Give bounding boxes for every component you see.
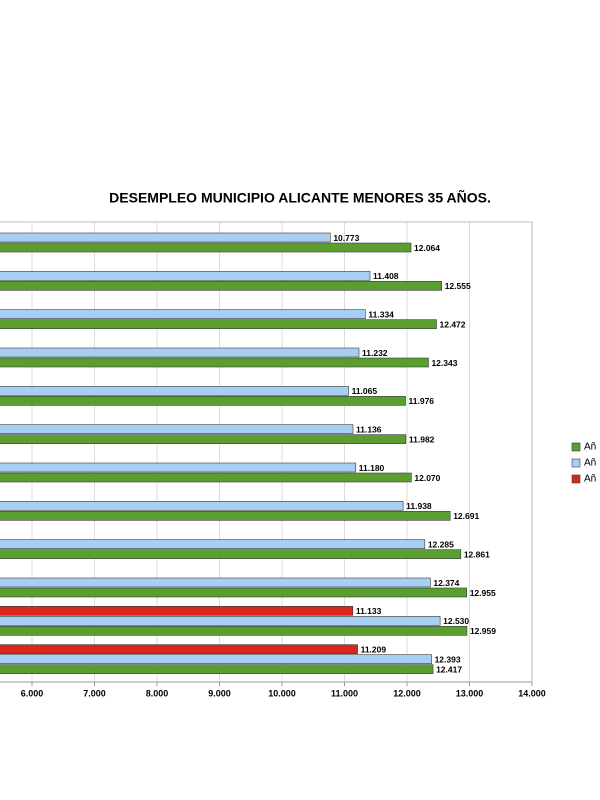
- legend-swatch: [571, 474, 581, 484]
- legend-swatch: [571, 458, 581, 468]
- x-tick-label: 8.000: [146, 688, 169, 698]
- bar: [0, 242, 412, 253]
- bar: [0, 319, 437, 329]
- bar: [0, 501, 404, 511]
- bar: [0, 462, 357, 473]
- data-label: 12.064: [414, 243, 440, 253]
- data-label: 11.334: [368, 309, 394, 319]
- bar: [0, 654, 432, 664]
- chart-title: DESEMPLEO MUNICIPIO ALICANTE MENORES 35 …: [109, 189, 491, 206]
- legend-swatch: [571, 442, 581, 452]
- legend-label: Añ: [584, 442, 596, 453]
- bar: [0, 606, 354, 616]
- bar: [0, 587, 467, 598]
- bar: [0, 539, 426, 549]
- bar: [0, 347, 360, 358]
- data-label: 12.555: [445, 281, 471, 291]
- bar: [0, 626, 468, 636]
- bar: [0, 434, 407, 444]
- bar: [0, 472, 412, 483]
- x-tick-label: 11.000: [331, 688, 358, 698]
- bar: [0, 644, 358, 654]
- bar: [0, 511, 451, 521]
- bar: [0, 424, 354, 434]
- data-label: 12.691: [453, 511, 479, 521]
- bar: [0, 232, 331, 243]
- bar: [0, 549, 462, 559]
- x-tick-label: 13.000: [456, 688, 484, 698]
- data-label: 12.374: [433, 578, 459, 588]
- data-label: 12.955: [470, 588, 496, 598]
- data-label: 11.065: [352, 386, 378, 396]
- x-tick-label: 10.000: [268, 688, 296, 698]
- legend-label: Añ: [584, 458, 596, 469]
- data-label: 12.343: [431, 358, 457, 368]
- data-label: 11.982: [409, 434, 435, 444]
- data-label: 12.861: [464, 549, 490, 559]
- data-label: 12.393: [435, 654, 461, 664]
- bar: [0, 577, 431, 588]
- data-label: 11.408: [373, 271, 399, 281]
- bar: [0, 309, 366, 319]
- data-label: 10.773: [333, 233, 359, 243]
- data-label: 11.180: [359, 463, 385, 473]
- data-label: 11.938: [406, 501, 432, 511]
- data-label: 12.070: [414, 473, 440, 483]
- data-label: 12.285: [428, 539, 454, 549]
- data-label: 12.472: [440, 319, 466, 329]
- bar: [0, 616, 441, 626]
- bar: [0, 386, 349, 396]
- x-tick-label: 14.000: [518, 688, 546, 698]
- data-label: 11.976: [409, 396, 435, 406]
- data-label: 12.530: [443, 616, 469, 626]
- data-label: 11.133: [356, 606, 382, 616]
- data-label: 11.209: [361, 644, 387, 654]
- bar: [0, 664, 434, 674]
- x-tick-label: 12.000: [393, 688, 421, 698]
- x-tick-label: 6.000: [21, 688, 44, 698]
- bar: [0, 357, 429, 368]
- x-tick-label: 9.000: [208, 688, 231, 698]
- bar: [0, 396, 406, 406]
- data-label: 11.232: [362, 348, 388, 358]
- data-label: 11.136: [356, 424, 382, 434]
- data-label: 12.417: [436, 664, 462, 674]
- bar: [0, 271, 371, 281]
- data-label: 12.959: [470, 626, 496, 636]
- x-tick-label: 7.000: [83, 688, 106, 698]
- bar: [0, 281, 442, 291]
- legend-label: Añ: [584, 474, 596, 485]
